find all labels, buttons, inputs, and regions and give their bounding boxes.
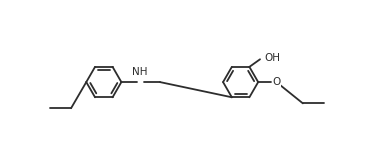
Text: O: O (272, 77, 281, 87)
Text: OH: OH (265, 53, 281, 63)
Text: NH: NH (132, 67, 148, 77)
